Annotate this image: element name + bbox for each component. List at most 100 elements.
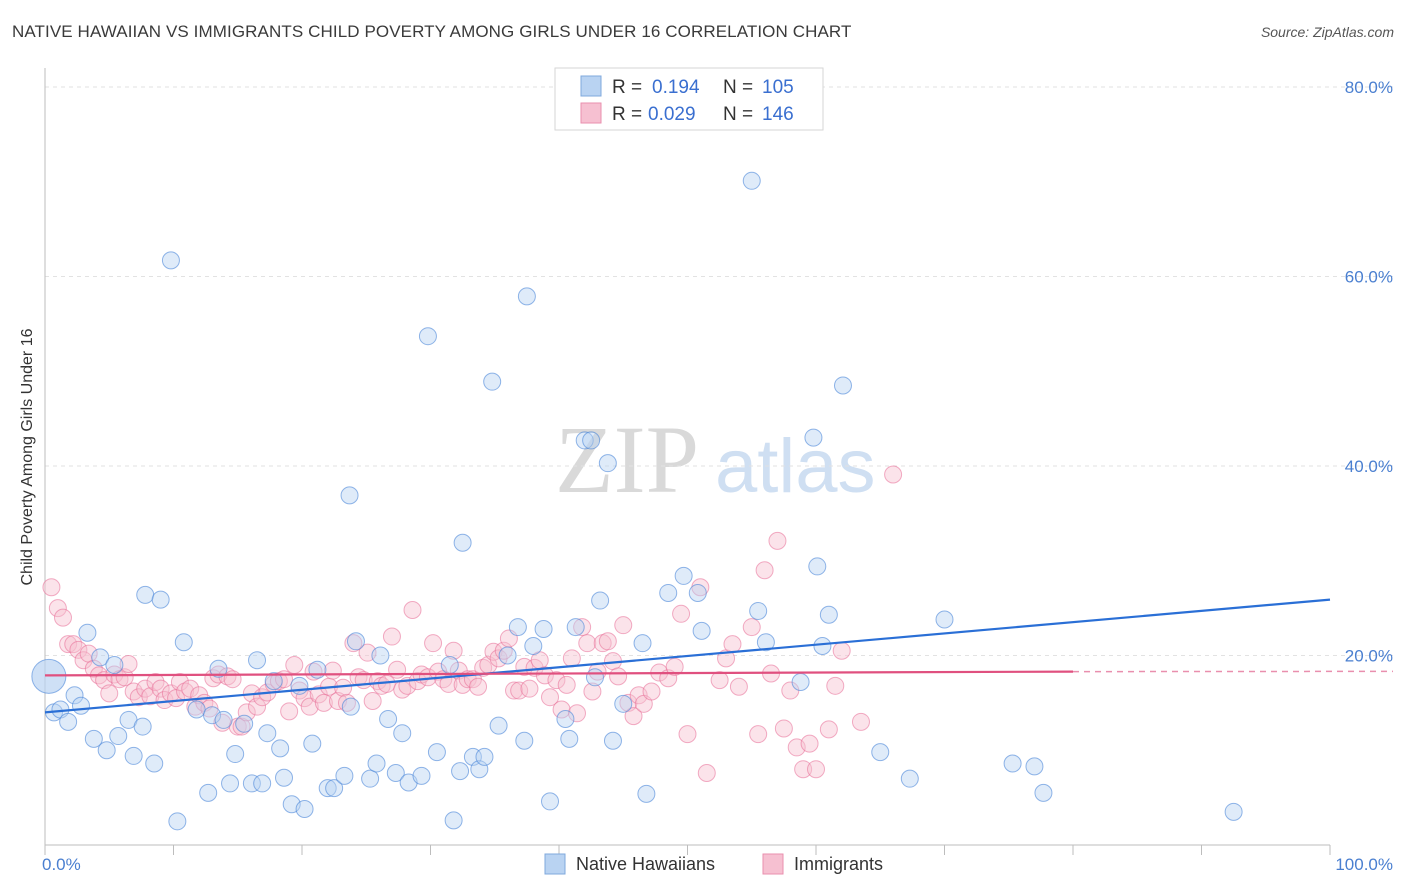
native-hawaiians-point bbox=[637, 784, 656, 803]
native-hawaiians-point bbox=[541, 792, 560, 811]
native-hawaiians-point bbox=[418, 327, 437, 346]
native-hawaiians-point bbox=[489, 716, 508, 735]
native-hawaiians-point bbox=[303, 734, 322, 753]
immigrants-point bbox=[678, 725, 697, 744]
immigrants-point bbox=[59, 635, 78, 654]
native-hawaiians-point bbox=[515, 731, 534, 750]
watermark-zip: ZIP bbox=[555, 406, 699, 513]
x-tick-label: 0.0% bbox=[42, 855, 81, 874]
y-tick-label: 80.0% bbox=[1345, 78, 1393, 97]
native-hawaiians-point bbox=[318, 779, 337, 798]
immigrants-point bbox=[578, 634, 597, 653]
immigrants-point bbox=[614, 616, 633, 635]
native-hawaiians-point bbox=[534, 619, 553, 638]
native-hawaiians-point bbox=[575, 431, 594, 450]
immigrants-point bbox=[552, 700, 571, 719]
immigrants-point bbox=[474, 658, 493, 677]
native-hawaiians-point bbox=[440, 655, 459, 674]
immigrants-point bbox=[64, 635, 83, 654]
immigrants-point bbox=[444, 641, 463, 660]
immigrants-point bbox=[541, 688, 560, 707]
native-hawaiians-point bbox=[187, 700, 206, 719]
immigrants-point bbox=[562, 649, 581, 668]
immigrants-point bbox=[794, 760, 813, 779]
immigrants-point bbox=[832, 641, 851, 660]
native-hawaiians-point bbox=[136, 585, 155, 604]
stats-legend: R = 0.194 N = 105 R = 0.029 N = 146 bbox=[554, 67, 824, 131]
immigrants-point bbox=[557, 675, 576, 694]
immigrants-point bbox=[232, 717, 251, 736]
native-hawaiians-point bbox=[517, 287, 536, 306]
series-legend-swatch-pink bbox=[762, 853, 784, 875]
immigrants-point bbox=[151, 679, 170, 698]
legend-n-value: 105 bbox=[762, 77, 794, 98]
native-hawaiians-point bbox=[804, 428, 823, 447]
native-hawaiians-point bbox=[633, 634, 652, 653]
native-hawaiians-point bbox=[451, 762, 470, 781]
native-hawaiians-point bbox=[109, 727, 128, 746]
immigrants-point bbox=[382, 627, 401, 646]
native-hawaiians-point bbox=[508, 618, 527, 637]
native-hawaiians-point bbox=[209, 659, 228, 678]
immigrants-point bbox=[710, 671, 729, 690]
immigrants-point bbox=[115, 668, 134, 687]
native-hawaiians-point bbox=[341, 697, 360, 716]
immigrants-point bbox=[100, 684, 119, 703]
immigrants-point bbox=[567, 704, 586, 723]
immigrants-point bbox=[884, 465, 903, 484]
native-hawaiians-point bbox=[819, 605, 838, 624]
legend-r-value: 0.194 bbox=[652, 77, 700, 98]
immigrants-point bbox=[742, 618, 761, 637]
y-tick-label: 20.0% bbox=[1345, 647, 1393, 666]
legend-r-label: R = bbox=[612, 104, 642, 125]
native-hawaiians-point bbox=[791, 673, 810, 692]
native-hawaiians-point bbox=[59, 712, 78, 731]
native-hawaiians-point bbox=[393, 724, 412, 743]
native-hawaiians-point bbox=[145, 754, 164, 773]
immigrants-point bbox=[223, 670, 242, 689]
series-legend-swatch-blue bbox=[544, 853, 566, 875]
native-hawaiians-point bbox=[214, 710, 233, 729]
native-hawaiians-point bbox=[659, 583, 678, 602]
grid-layer bbox=[45, 86, 1393, 656]
immigrants-point bbox=[665, 657, 684, 676]
native-hawaiians-point bbox=[688, 583, 707, 602]
native-hawaiians-point bbox=[199, 783, 218, 802]
native-hawaiians-point bbox=[226, 745, 245, 764]
immigrants-point bbox=[119, 655, 138, 674]
native-hawaiians-point bbox=[258, 724, 277, 743]
legend-r-value: 0.029 bbox=[648, 104, 696, 125]
immigrants-point bbox=[774, 719, 793, 738]
native-hawaiians-point bbox=[453, 533, 472, 552]
axes-layer bbox=[44, 68, 1331, 855]
immigrants-point bbox=[723, 635, 742, 654]
chart-title: NATIVE HAWAIIAN VS IMMIGRANTS CHILD POVE… bbox=[12, 22, 852, 41]
immigrants-point bbox=[609, 667, 628, 686]
legend-swatch-blue bbox=[580, 75, 602, 97]
native-hawaiians-point bbox=[275, 768, 294, 787]
native-hawaiians-point bbox=[340, 486, 359, 505]
native-hawaiians-point bbox=[585, 668, 604, 687]
native-hawaiians-point bbox=[248, 651, 267, 670]
immigrants-point bbox=[314, 693, 333, 712]
native-hawaiians-point bbox=[900, 769, 919, 788]
native-hawaiians-point bbox=[242, 774, 261, 793]
y-axis-title: Child Poverty Among Girls Under 16 bbox=[19, 328, 36, 585]
native-hawaiians-point bbox=[598, 454, 617, 473]
immigrants-point bbox=[547, 671, 566, 690]
native-hawaiians-point bbox=[813, 637, 832, 656]
native-hawaiians-point bbox=[346, 632, 365, 651]
x-tick-label: 100.0% bbox=[1335, 855, 1393, 874]
native-hawaiians-point bbox=[498, 646, 517, 665]
native-hawaiians-point bbox=[556, 709, 575, 728]
native-hawaiians-point bbox=[325, 779, 344, 798]
immigrants-point bbox=[48, 599, 67, 618]
immigrants-point bbox=[424, 634, 443, 653]
native-hawaiians-point bbox=[124, 746, 143, 765]
native-hawaiians-point bbox=[379, 709, 398, 728]
immigrants-point bbox=[755, 561, 774, 580]
immigrants-point bbox=[729, 677, 748, 696]
native-hawaiians-point bbox=[749, 601, 768, 620]
native-hawaiians-point bbox=[674, 566, 693, 585]
native-hawaiians-point bbox=[427, 743, 446, 762]
